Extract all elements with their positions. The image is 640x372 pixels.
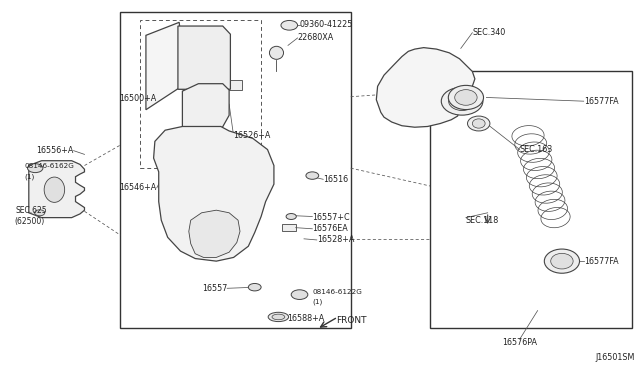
Polygon shape <box>146 22 186 110</box>
Polygon shape <box>182 84 229 130</box>
Bar <box>120 12 351 328</box>
Circle shape <box>248 283 261 291</box>
Text: 16588+A: 16588+A <box>287 314 324 323</box>
Ellipse shape <box>272 314 285 320</box>
Text: 16528+A: 16528+A <box>317 235 354 244</box>
Circle shape <box>306 172 319 179</box>
Ellipse shape <box>468 116 490 131</box>
Ellipse shape <box>44 177 65 202</box>
Text: 08146-6162G: 08146-6162G <box>24 163 74 169</box>
Polygon shape <box>178 26 230 89</box>
Text: SEC.625: SEC.625 <box>16 206 47 215</box>
Text: 16576PA: 16576PA <box>502 339 537 347</box>
Bar <box>223 80 242 90</box>
Text: 16500+A: 16500+A <box>120 94 157 103</box>
Polygon shape <box>154 126 274 261</box>
Text: (1): (1) <box>24 173 35 180</box>
Ellipse shape <box>268 312 289 321</box>
Text: J16501SM: J16501SM <box>595 353 635 362</box>
Text: 08146-6122G: 08146-6122G <box>312 289 362 295</box>
Polygon shape <box>29 161 84 218</box>
Bar <box>140 20 261 168</box>
Text: SEC.340: SEC.340 <box>472 28 506 37</box>
Text: 16557+C: 16557+C <box>312 213 350 222</box>
Circle shape <box>281 20 298 30</box>
Text: 16557: 16557 <box>202 284 227 293</box>
Ellipse shape <box>269 46 284 59</box>
Bar <box>282 224 296 231</box>
Circle shape <box>35 210 45 216</box>
Text: (62500): (62500) <box>14 217 44 226</box>
Polygon shape <box>376 48 475 127</box>
Text: 09360-41225: 09360-41225 <box>300 20 353 29</box>
Text: 16526+A: 16526+A <box>234 131 271 140</box>
Text: (1): (1) <box>312 299 323 305</box>
Text: 16577FA: 16577FA <box>584 97 618 106</box>
Text: 16516: 16516 <box>323 175 348 184</box>
Text: 16577FA: 16577FA <box>584 257 618 266</box>
Ellipse shape <box>550 253 573 269</box>
Circle shape <box>291 290 308 299</box>
Text: 16546+A: 16546+A <box>120 183 157 192</box>
Text: 16576EA: 16576EA <box>312 224 348 233</box>
Ellipse shape <box>449 92 476 110</box>
Text: 22680XA: 22680XA <box>298 33 334 42</box>
Circle shape <box>28 164 43 173</box>
Bar <box>430 71 632 328</box>
Text: SEC.163: SEC.163 <box>520 145 553 154</box>
Text: SEC.118: SEC.118 <box>466 216 499 225</box>
Circle shape <box>286 214 296 219</box>
Polygon shape <box>189 210 240 257</box>
Ellipse shape <box>442 87 483 115</box>
Ellipse shape <box>544 249 580 273</box>
Ellipse shape <box>448 86 484 109</box>
Ellipse shape <box>472 119 485 128</box>
Text: FRONT: FRONT <box>336 316 367 325</box>
Text: 16556+A: 16556+A <box>36 146 74 155</box>
Ellipse shape <box>454 90 477 105</box>
